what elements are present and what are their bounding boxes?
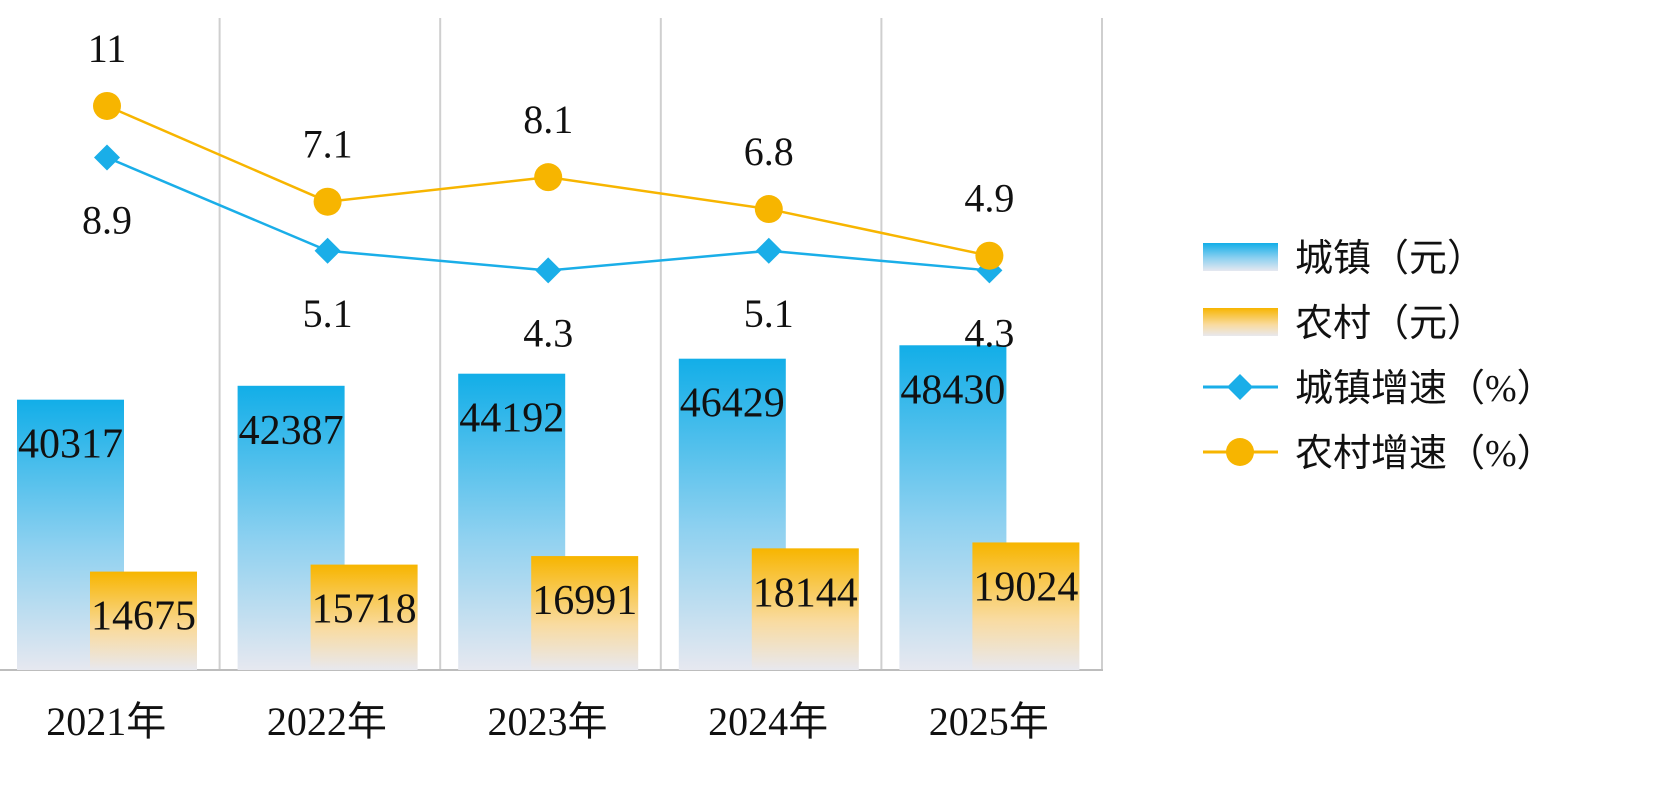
data-label-rural: 19024 xyxy=(973,564,1078,610)
data-label-urban-growth: 5.1 xyxy=(744,291,794,336)
data-label-rural-growth: 4.9 xyxy=(964,176,1014,221)
data-label-urban-growth: 4.3 xyxy=(523,310,573,355)
bar-rural xyxy=(90,571,197,670)
data-label-urban: 40317 xyxy=(18,422,123,468)
plot-area: 40317 14675 2021年 42387 15718 2022年 44192 16991… xyxy=(0,18,1103,744)
point-rural-growth xyxy=(534,163,563,192)
x-tick-label: 2023年 xyxy=(488,699,608,744)
point-urban-growth xyxy=(314,237,341,264)
bar-rural xyxy=(751,548,859,670)
data-label-urban-growth: 8.9 xyxy=(82,198,132,243)
data-label-urban: 42387 xyxy=(239,408,344,454)
data-label-rural: 14675 xyxy=(91,594,196,640)
point-urban-growth xyxy=(535,257,562,284)
bar-rural xyxy=(972,542,1080,670)
data-label-urban-growth: 4.3 xyxy=(964,310,1014,355)
x-tick-label: 2021年 xyxy=(46,699,166,744)
bar-rural xyxy=(531,556,639,670)
legend-item: 城镇（元） xyxy=(1203,238,1485,280)
point-urban-growth xyxy=(755,237,782,264)
data-label-rural: 18144 xyxy=(753,570,858,616)
legend-item: 农村（元） xyxy=(1203,303,1485,345)
bar-rural xyxy=(310,564,418,670)
data-label-urban-growth: 5.1 xyxy=(303,291,353,336)
data-label-urban: 46429 xyxy=(680,381,785,427)
legend-swatch xyxy=(1203,308,1278,336)
legend: 城镇（元） 农村（元） 城镇增速（%） 农村增速（%） xyxy=(1203,238,1555,475)
x-tick-label: 2024年 xyxy=(708,699,828,744)
legend-item: 城镇增速（%） xyxy=(1203,368,1555,410)
data-label-rural-growth: 11 xyxy=(88,26,127,71)
data-label-rural-growth: 6.8 xyxy=(744,129,794,174)
point-rural-growth xyxy=(754,195,783,224)
x-tick-label: 2022年 xyxy=(267,699,387,744)
data-label-urban: 44192 xyxy=(459,396,564,442)
data-label-rural-growth: 8.1 xyxy=(523,97,573,142)
legend-swatch xyxy=(1203,243,1278,271)
point-rural-growth xyxy=(313,187,342,216)
data-label-rural: 15718 xyxy=(312,587,417,633)
data-label-rural-growth: 7.1 xyxy=(303,122,353,167)
legend-item: 农村增速（%） xyxy=(1203,433,1555,475)
x-tick-label: 2025年 xyxy=(929,699,1049,744)
legend-label: 农村增速（%） xyxy=(1295,433,1555,475)
legend-label: 城镇增速（%） xyxy=(1295,368,1555,410)
point-rural-growth xyxy=(93,91,121,120)
point-urban-growth xyxy=(94,144,120,171)
legend-label: 城镇（元） xyxy=(1295,238,1485,280)
legend-marker-circle xyxy=(1226,438,1254,466)
legend-label: 农村（元） xyxy=(1295,303,1485,345)
legend-marker-diamond xyxy=(1227,374,1253,400)
data-label-urban: 48430 xyxy=(900,367,1005,413)
data-label-rural: 16991 xyxy=(532,578,637,624)
point-rural-growth xyxy=(975,241,1004,270)
